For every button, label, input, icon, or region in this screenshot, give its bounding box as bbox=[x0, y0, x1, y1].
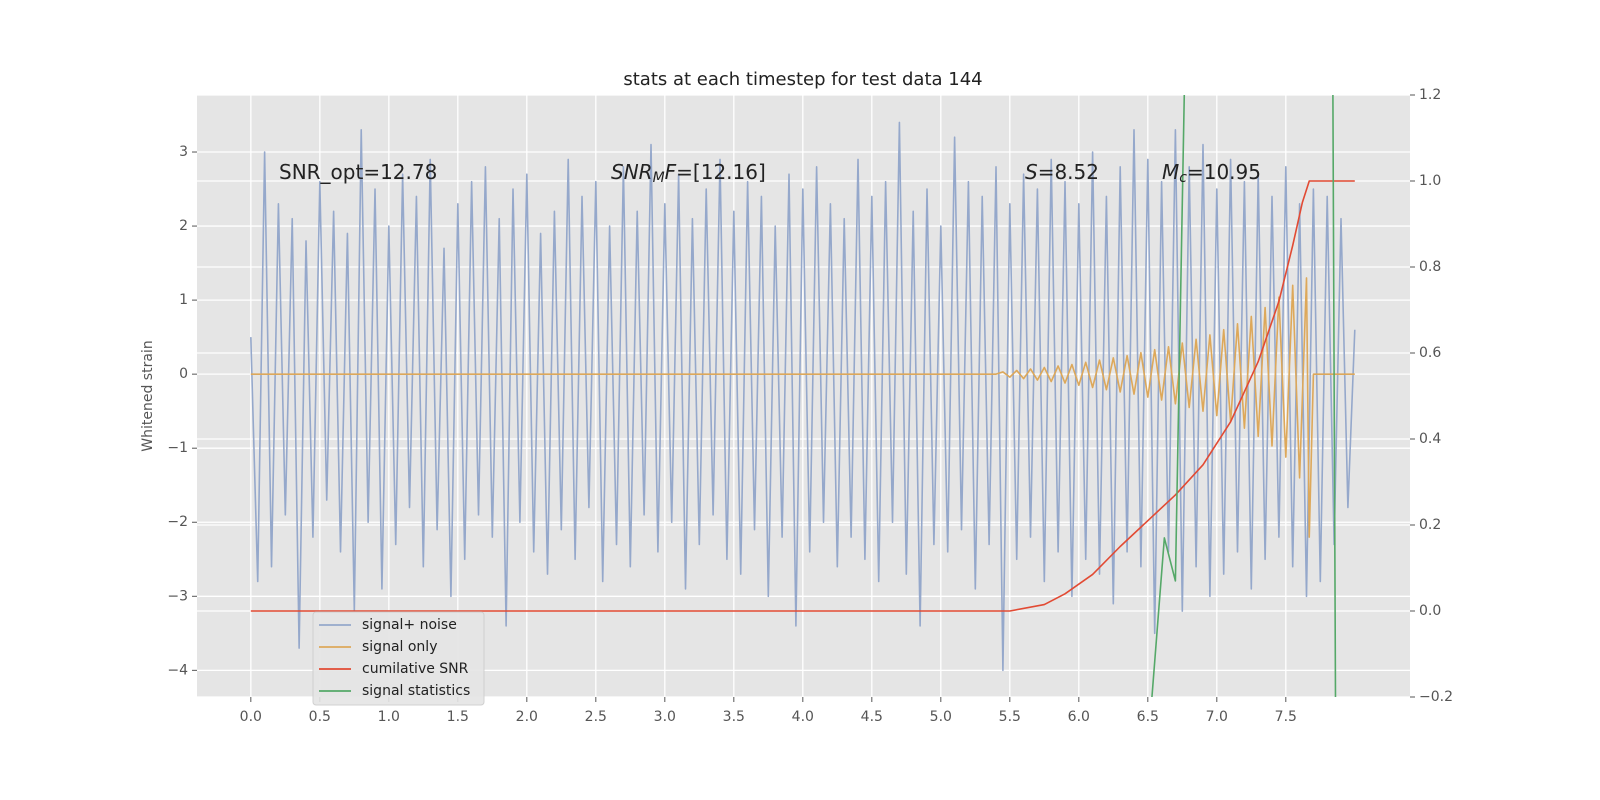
y-tick-label: 1 bbox=[179, 292, 188, 308]
annotation-part: =10.95 bbox=[1187, 160, 1261, 184]
annotation-part: M bbox=[1162, 160, 1179, 184]
x-tick-label: 1.5 bbox=[447, 709, 469, 725]
y-tick-label: −4 bbox=[167, 662, 188, 678]
annotation: SNRMF=[12.16] bbox=[611, 160, 766, 187]
series-line bbox=[250, 277, 1355, 538]
legend-label: signal+ noise bbox=[362, 617, 457, 633]
legend-label: cumilative SNR bbox=[362, 661, 469, 677]
y2-tick-label: 0.4 bbox=[1419, 431, 1441, 447]
y2-tick-label: −0.2 bbox=[1419, 689, 1453, 705]
overlay: 0.0 0.5 1.0 1.5 2.0 2.5 3.0 3.5 4.0 4.5 5.0 5.5 6.0 6… bbox=[167, 87, 1453, 725]
y2-tick-label: 0.8 bbox=[1419, 259, 1441, 275]
y-tick-label: 0 bbox=[179, 366, 188, 382]
y2-tick-label: 1.2 bbox=[1419, 87, 1441, 103]
annotation: SNR_opt=12.78 bbox=[279, 160, 437, 184]
y-tick-label: 2 bbox=[179, 218, 188, 234]
annotation-part: =[12.16] bbox=[676, 160, 766, 184]
chart-title: stats at each timestep for test data 144 bbox=[623, 69, 982, 90]
legend-label: signal only bbox=[362, 639, 437, 655]
y-axis-label: Whitened strain bbox=[140, 340, 156, 451]
y2-tick-label: 1.0 bbox=[1419, 173, 1441, 189]
annotation-part: SNR_opt=12.78 bbox=[279, 160, 437, 184]
x-tick-label: 2.0 bbox=[516, 709, 538, 725]
annotation: Mc=10.95 bbox=[1162, 160, 1261, 187]
x-tick-label: 4.5 bbox=[861, 709, 883, 725]
x-tick-label: 4.0 bbox=[792, 709, 814, 725]
series-line bbox=[1151, 95, 1337, 697]
x-tick-label: 7.0 bbox=[1206, 709, 1228, 725]
series-line bbox=[250, 121, 1356, 672]
annotation-part: S bbox=[1025, 160, 1038, 184]
x-tick-label: 5.5 bbox=[999, 709, 1021, 725]
x-tick-label: 2.5 bbox=[585, 709, 607, 725]
annotation-part: F bbox=[665, 160, 677, 184]
y2-tick-label: 0.2 bbox=[1419, 517, 1441, 533]
x-tick-label: 3.5 bbox=[723, 709, 745, 725]
y-tick-label: −2 bbox=[167, 514, 188, 530]
y2-tick-label: 0.0 bbox=[1419, 603, 1441, 619]
x-tick-label: 0.0 bbox=[240, 709, 262, 725]
annotation-part: SNR bbox=[611, 160, 653, 184]
x-tick-label: 1.0 bbox=[378, 709, 400, 725]
y-tick-label: −1 bbox=[167, 440, 188, 456]
y2-tick-label: 0.6 bbox=[1419, 345, 1441, 361]
annotation-part: M bbox=[653, 170, 665, 186]
y-tick-label: 3 bbox=[179, 144, 188, 160]
x-tick-label: 5.0 bbox=[930, 709, 952, 725]
x-tick-label: 3.0 bbox=[654, 709, 676, 725]
annotation: S=8.52 bbox=[1025, 160, 1099, 184]
series-line bbox=[250, 180, 1355, 612]
legend-box bbox=[312, 611, 485, 706]
x-tick-label: 0.5 bbox=[309, 709, 331, 725]
annotation-part: =8.52 bbox=[1038, 160, 1099, 184]
x-tick-label: 6.5 bbox=[1137, 709, 1159, 725]
x-tick-label: 6.0 bbox=[1068, 709, 1090, 725]
legend-label: signal statistics bbox=[362, 683, 470, 699]
x-tick-label: 7.5 bbox=[1275, 709, 1297, 725]
lines bbox=[250, 95, 1356, 697]
annotation-part: c bbox=[1179, 170, 1187, 186]
y-tick-label: −3 bbox=[167, 588, 188, 604]
